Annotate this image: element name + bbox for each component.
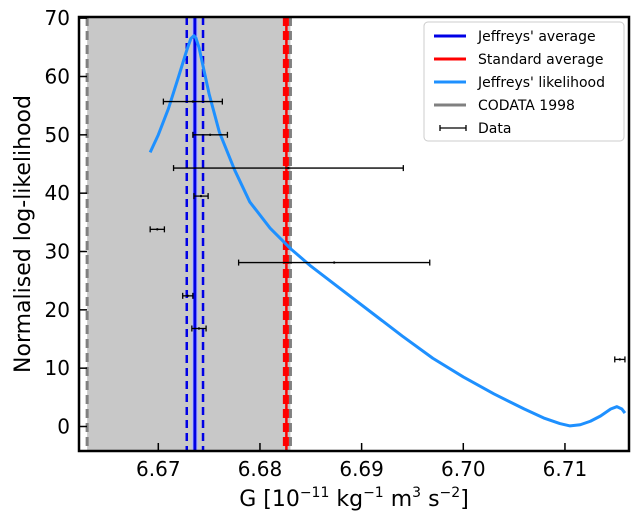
y-tick-label: 40 — [45, 181, 70, 205]
legend: Jeffreys' average Standard average Jeffrey… — [423, 21, 625, 142]
y-tick-label: 60 — [45, 65, 70, 89]
legend-label-jeffreys_likelihood: Jeffreys' likelihood — [477, 75, 605, 91]
legend-label-codata: CODATA 1998 — [478, 98, 575, 114]
legend-label-data: Data — [478, 121, 511, 137]
data-point-4 — [149, 226, 166, 233]
data-marker — [618, 358, 622, 361]
x-tick-label: 6.68 — [238, 457, 283, 481]
y-axis: 0 10 20 30 40 50 60 70 — [45, 6, 87, 439]
plot-area — [85, 17, 627, 451]
jeffreys-likelihood-curve — [148, 34, 627, 428]
data-marker — [186, 294, 189, 298]
data-point-8 — [614, 356, 626, 363]
x-axis: 6.67 6.68 6.69 6.70 6.71 — [136, 443, 587, 481]
x-axis-title: G [10−11 kg−1 m3 s−2] — [239, 485, 469, 512]
data-point-0 — [162, 98, 223, 105]
legend-label-standard_average: Standard average — [478, 52, 603, 68]
data-marker — [332, 261, 336, 264]
legend-box — [423, 21, 625, 142]
data-marker — [197, 327, 201, 330]
data-marker — [156, 228, 159, 231]
y-tick-label: 20 — [45, 298, 70, 322]
legend-label-jeffreys_average: Jeffreys' average — [477, 29, 596, 45]
x-tick-label: 6.67 — [136, 457, 181, 481]
data-point-6 — [182, 292, 194, 299]
data-point-7 — [191, 325, 207, 332]
data-marker — [287, 166, 290, 170]
data-marker — [208, 133, 212, 137]
y-tick-label: 0 — [57, 415, 70, 439]
x-tick-label: 6.70 — [441, 457, 486, 481]
x-tick-label: 6.69 — [339, 457, 384, 481]
y-tick-label: 10 — [45, 356, 70, 380]
y-tick-label: 70 — [45, 6, 70, 30]
x-tick-label: 6.71 — [543, 457, 588, 481]
data-marker — [199, 194, 203, 198]
y-tick-label: 30 — [45, 240, 70, 264]
y-tick-label: 50 — [45, 123, 70, 147]
data-point-1 — [192, 131, 229, 138]
codata-band — [87, 17, 291, 451]
y-axis-title: Normalised log-likelihood — [11, 95, 36, 373]
data-marker — [191, 100, 195, 103]
data-point-5 — [237, 259, 431, 266]
data-point-3 — [193, 193, 209, 200]
data-point-2 — [172, 165, 404, 172]
plot-frame — [77, 15, 631, 453]
